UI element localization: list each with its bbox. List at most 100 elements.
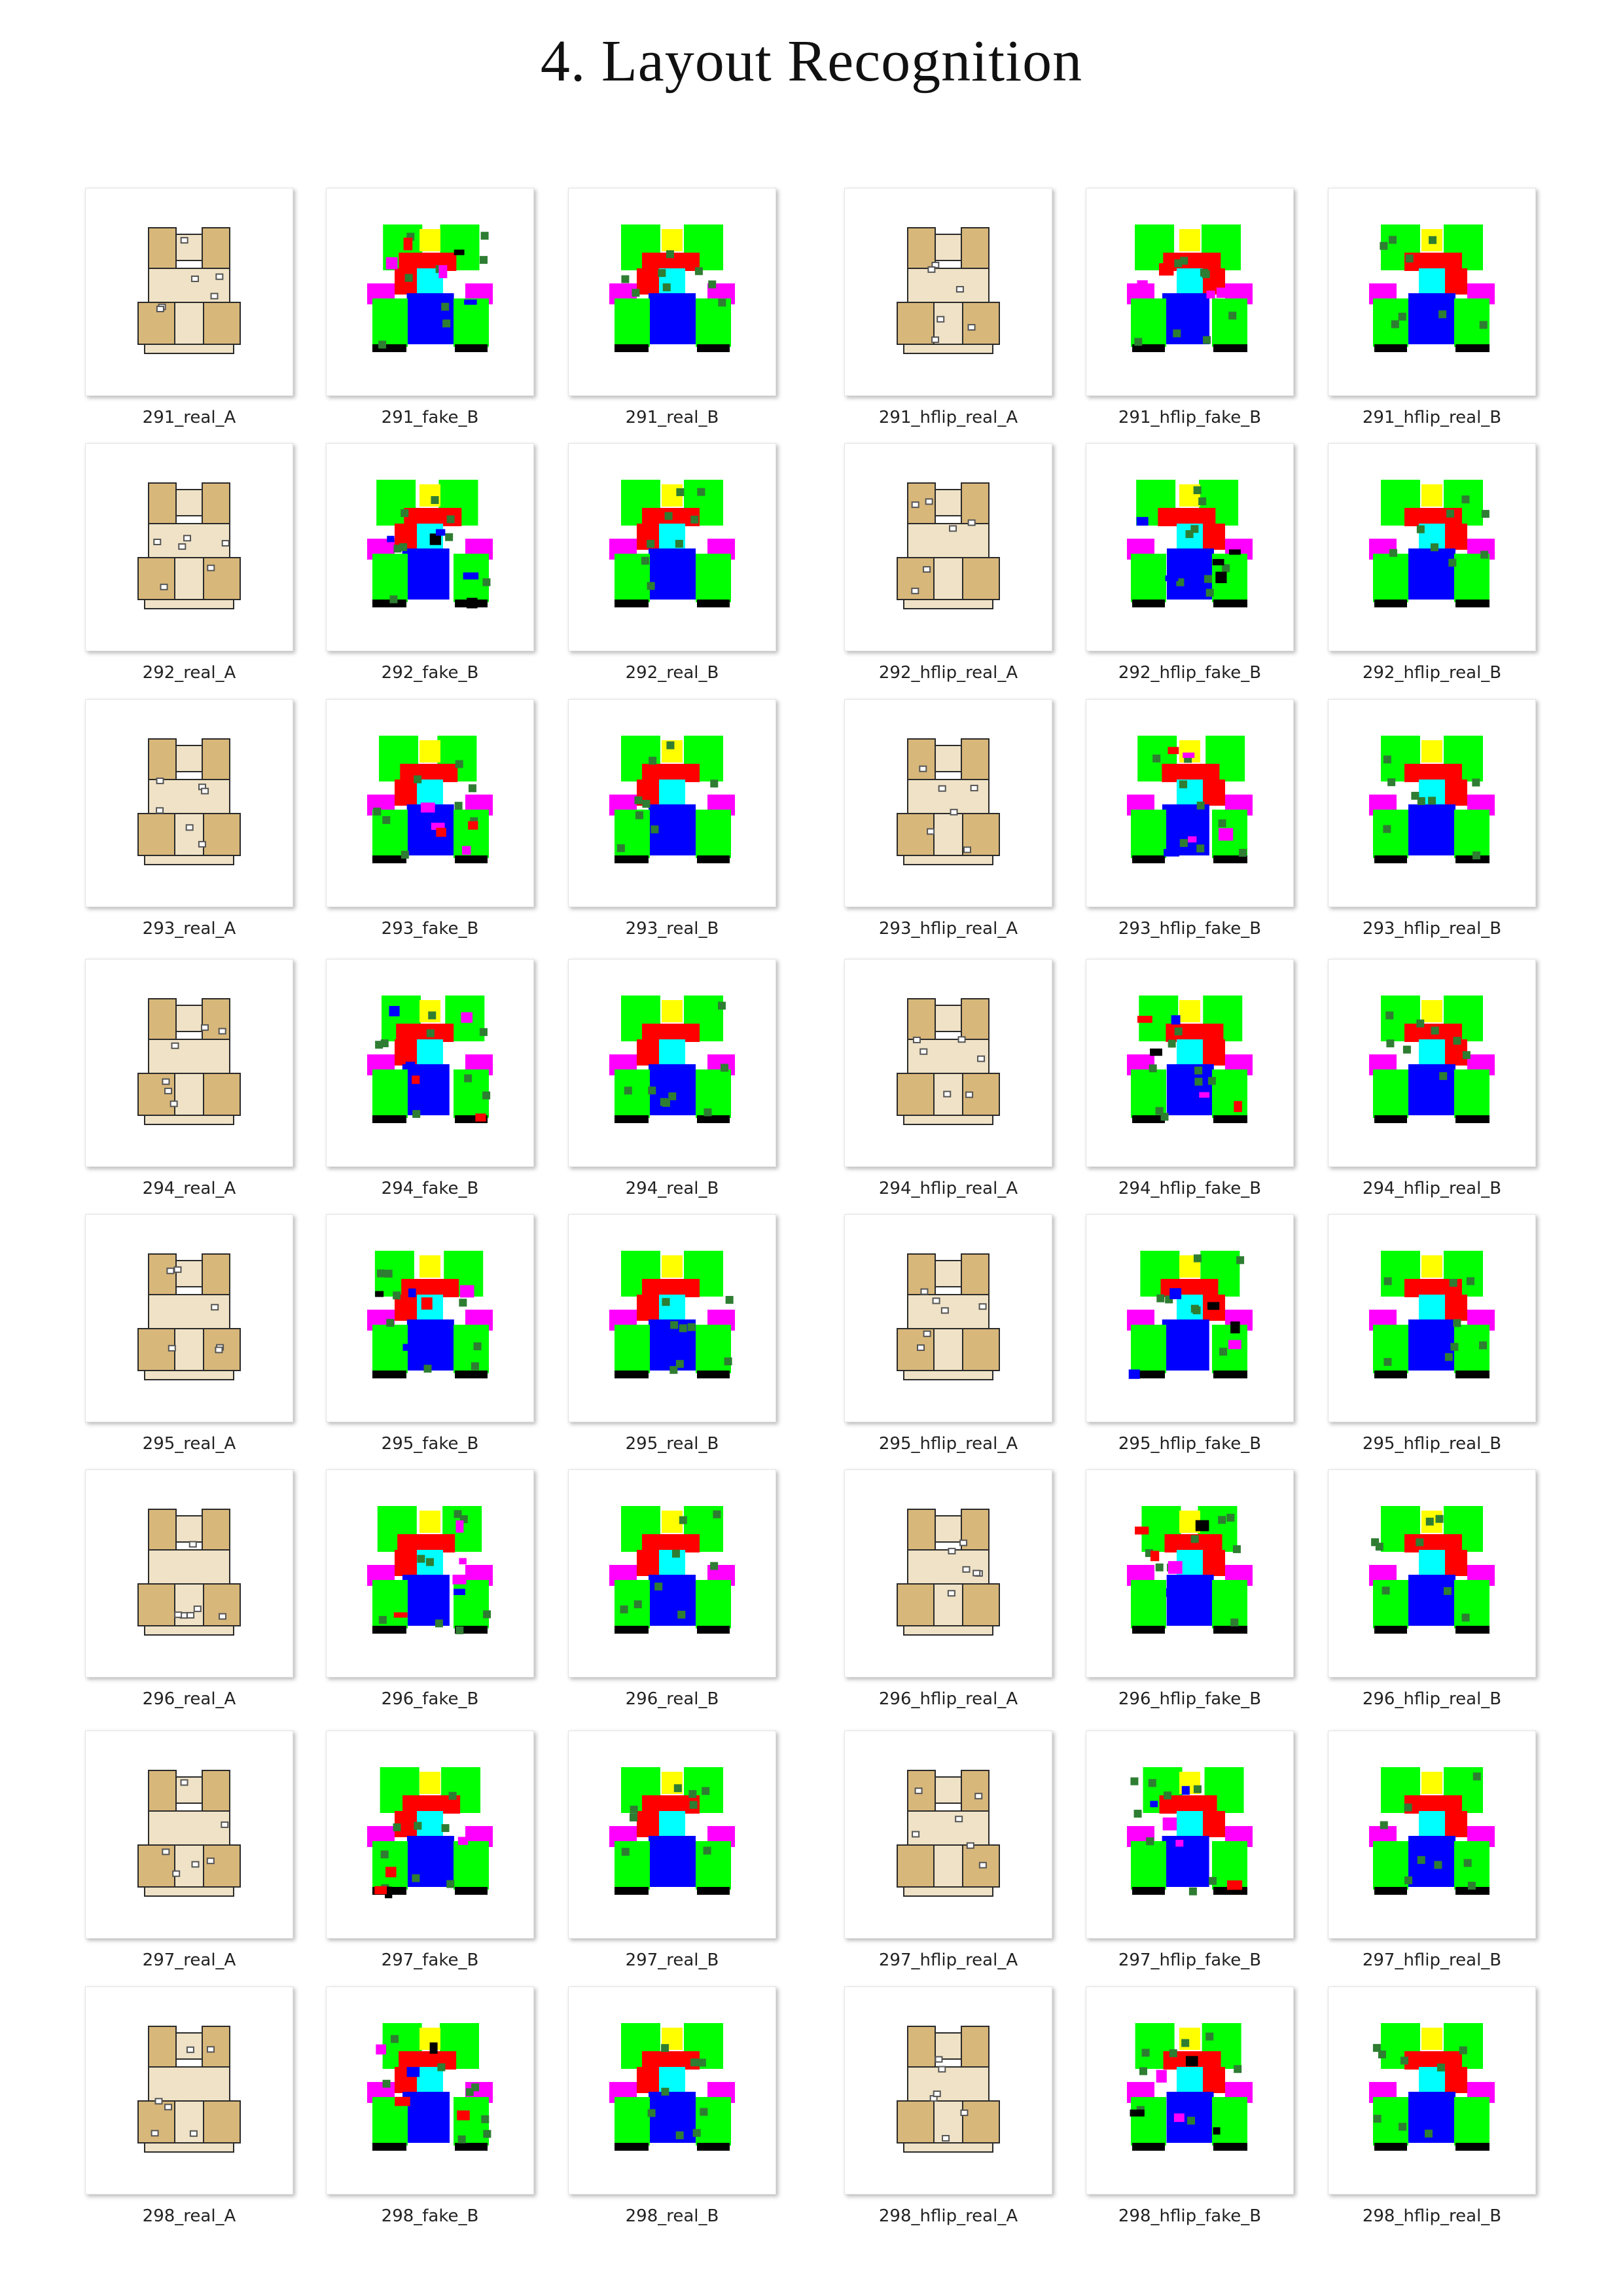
image-thumbnail[interactable] bbox=[326, 443, 534, 651]
page-title: 4. Layout Recognition bbox=[540, 29, 1083, 94]
corridor-region bbox=[637, 2067, 659, 2093]
room-bedroom bbox=[148, 2026, 177, 2068]
bedroom-region bbox=[372, 1069, 408, 1118]
image-thumbnail[interactable] bbox=[1328, 1214, 1536, 1422]
door-marker bbox=[1204, 575, 1213, 583]
bedroom-region bbox=[696, 1069, 731, 1118]
noise-blob bbox=[385, 1867, 397, 1878]
image-thumbnail[interactable] bbox=[1328, 188, 1536, 396]
image-thumbnail[interactable] bbox=[844, 1214, 1052, 1422]
image-thumbnail[interactable] bbox=[85, 1731, 293, 1939]
furniture-icon bbox=[947, 1590, 955, 1597]
image-thumbnail[interactable] bbox=[844, 188, 1052, 396]
living-room-region bbox=[1408, 1064, 1455, 1115]
noise-blob bbox=[385, 257, 398, 270]
noise-blob bbox=[1137, 280, 1148, 290]
noise-blob bbox=[1181, 1785, 1190, 1795]
image-thumbnail[interactable] bbox=[1328, 443, 1536, 651]
image-thumbnail[interactable] bbox=[568, 1469, 776, 1677]
image-thumbnail[interactable] bbox=[85, 1214, 293, 1422]
image-thumbnail[interactable] bbox=[844, 959, 1052, 1167]
image-thumbnail[interactable] bbox=[1328, 699, 1536, 907]
room-dining bbox=[174, 1583, 204, 1626]
image-thumbnail[interactable] bbox=[1086, 699, 1294, 907]
image-thumbnail[interactable] bbox=[568, 1731, 776, 1939]
image-thumbnail[interactable] bbox=[1086, 1469, 1294, 1677]
image-thumbnail[interactable] bbox=[1086, 443, 1294, 651]
image-thumbnail[interactable] bbox=[326, 699, 534, 907]
noise-blob bbox=[1169, 1288, 1182, 1300]
image-thumbnail[interactable] bbox=[844, 1469, 1052, 1677]
door-marker bbox=[675, 539, 683, 548]
image-thumbnail[interactable] bbox=[85, 188, 293, 396]
door-marker bbox=[689, 1801, 698, 1809]
door-marker bbox=[375, 1041, 383, 1049]
segmentation-map bbox=[1369, 2023, 1495, 2151]
segmentation-map bbox=[1127, 736, 1253, 863]
image-thumbnail[interactable] bbox=[326, 1731, 534, 1939]
image-thumbnail[interactable] bbox=[1328, 959, 1536, 1167]
image-thumbnail[interactable] bbox=[568, 1986, 776, 2195]
wall-region bbox=[1132, 1371, 1165, 1378]
room-bedroom bbox=[907, 227, 936, 269]
door-marker bbox=[632, 289, 640, 297]
image-thumbnail[interactable] bbox=[844, 1986, 1052, 2195]
image-thumbnail[interactable] bbox=[1086, 188, 1294, 396]
image-thumbnail[interactable] bbox=[1086, 1986, 1294, 2195]
image-thumbnail[interactable] bbox=[85, 959, 293, 1167]
image-thumbnail[interactable] bbox=[1086, 1214, 1294, 1422]
image-thumbnail[interactable] bbox=[85, 1986, 293, 2195]
door-marker bbox=[468, 784, 476, 793]
noise-blob bbox=[463, 572, 479, 580]
door-marker bbox=[1472, 851, 1480, 859]
image-thumbnail[interactable] bbox=[1086, 1731, 1294, 1939]
room-balcony bbox=[175, 2032, 203, 2060]
image-thumbnail[interactable] bbox=[1328, 1469, 1536, 1677]
corridor-region bbox=[637, 1811, 659, 1837]
image-thumbnail[interactable] bbox=[568, 959, 776, 1167]
noise-blob bbox=[1228, 1340, 1241, 1350]
furniture-icon bbox=[201, 787, 209, 795]
furniture-icon bbox=[911, 587, 919, 594]
image-thumbnail[interactable] bbox=[1086, 959, 1294, 1167]
image-thumbnail[interactable] bbox=[844, 443, 1052, 651]
door-marker bbox=[1404, 1876, 1413, 1884]
segmentation-map bbox=[609, 736, 735, 863]
room-bedroom bbox=[961, 482, 990, 524]
door-marker bbox=[459, 1299, 467, 1307]
door-marker bbox=[687, 1323, 696, 1331]
noise-blob bbox=[1166, 1588, 1175, 1597]
image-thumbnail[interactable] bbox=[1328, 1986, 1536, 2195]
image-thumbnail[interactable] bbox=[1328, 1731, 1536, 1939]
image-thumbnail[interactable] bbox=[326, 188, 534, 396]
furniture-icon bbox=[172, 1870, 181, 1877]
image-thumbnail[interactable] bbox=[568, 1214, 776, 1422]
image-thumbnail[interactable] bbox=[326, 1214, 534, 1422]
wall-region bbox=[1213, 1115, 1247, 1123]
image-thumbnail[interactable] bbox=[844, 699, 1052, 907]
image-thumbnail[interactable] bbox=[844, 1731, 1052, 1939]
image-thumbnail[interactable] bbox=[85, 699, 293, 907]
door-marker bbox=[414, 1821, 422, 1830]
furniture-icon bbox=[911, 501, 919, 509]
room-bedroom bbox=[148, 1509, 177, 1551]
room-living bbox=[907, 1039, 990, 1074]
image-thumbnail[interactable] bbox=[568, 188, 776, 396]
wall-region bbox=[1213, 600, 1247, 607]
living-room-region bbox=[1166, 1064, 1214, 1115]
image-thumbnail[interactable] bbox=[568, 699, 776, 907]
image-thumbnail[interactable] bbox=[85, 1469, 293, 1677]
corridor-region bbox=[1160, 1279, 1219, 1297]
image-thumbnail[interactable] bbox=[326, 1986, 534, 2195]
bedroom-region bbox=[1131, 1580, 1166, 1628]
image-thumbnail[interactable] bbox=[85, 443, 293, 651]
door-marker bbox=[641, 556, 649, 565]
door-marker bbox=[1425, 1517, 1434, 1526]
door-marker bbox=[1139, 2067, 1147, 2075]
image-thumbnail[interactable] bbox=[326, 1469, 534, 1677]
living-room-region bbox=[1408, 1319, 1455, 1371]
image-thumbnail[interactable] bbox=[326, 959, 534, 1167]
corridor-region bbox=[642, 764, 700, 782]
image-thumbnail[interactable] bbox=[568, 443, 776, 651]
door-marker bbox=[393, 1823, 401, 1831]
